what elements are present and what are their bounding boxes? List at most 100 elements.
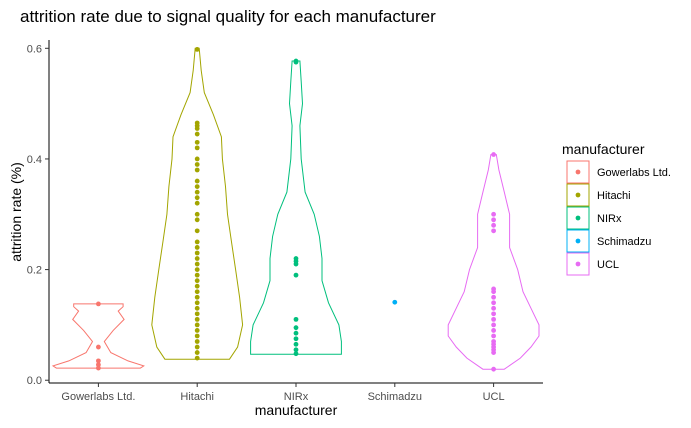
data-point (194, 316, 200, 322)
data-point (194, 300, 200, 306)
data-point (491, 328, 496, 333)
data-point (194, 162, 200, 167)
data-point (194, 350, 200, 355)
data-point (194, 278, 200, 284)
data-point (491, 316, 496, 322)
legend-key (566, 206, 590, 230)
data-point (491, 289, 496, 295)
violin-gowerlabs-ltd- (51, 303, 145, 369)
data-point (293, 261, 299, 267)
data-point (293, 341, 299, 347)
data-point (194, 344, 200, 350)
y-tick-label: 0.6 (27, 43, 42, 55)
data-point (194, 256, 200, 261)
data-point (194, 131, 200, 137)
data-point (194, 305, 200, 311)
data-point (491, 222, 496, 228)
data-point (194, 250, 200, 256)
data-point (491, 300, 496, 306)
data-point (194, 195, 200, 201)
legend-key-point (575, 215, 581, 221)
legend-label: NIRx (597, 213, 622, 225)
data-point (491, 366, 496, 372)
data-point (194, 145, 200, 151)
violin-ucl (447, 154, 540, 370)
data-point (194, 245, 200, 250)
chart-title: attrition rate due to signal quality for… (20, 7, 436, 26)
legend-key-point (575, 169, 581, 175)
data-point (293, 347, 299, 353)
data-point (194, 283, 200, 289)
data-point (194, 355, 200, 361)
x-tick-label: Gowerlabs Ltd. (61, 391, 135, 403)
data-point (194, 167, 200, 173)
data-point (293, 330, 299, 336)
data-point (491, 333, 496, 339)
data-point (194, 272, 200, 278)
data-point (194, 156, 200, 162)
legend-key (566, 229, 590, 253)
data-point (491, 311, 496, 317)
data-point (96, 362, 101, 368)
data-point (194, 333, 200, 339)
legend-label: UCL (597, 259, 619, 271)
data-point (194, 322, 200, 328)
data-point (491, 294, 496, 300)
data-point (293, 272, 299, 278)
legend-key (566, 160, 590, 184)
x-axis-ticks: Gowerlabs Ltd. Hitachi NIRx Schimadzu UCL (61, 383, 505, 403)
data-point (293, 316, 299, 322)
legend-key-point (575, 238, 581, 244)
data-point (491, 322, 496, 328)
data-point (194, 267, 200, 272)
data-point (392, 299, 398, 305)
legend-key-point (575, 261, 581, 267)
data-point (194, 200, 200, 206)
data-point (293, 325, 299, 331)
data-point (96, 365, 101, 371)
data-point (96, 301, 101, 307)
data-point (194, 217, 200, 223)
legend-key (566, 183, 590, 207)
data-point (194, 228, 200, 234)
x-tick-label: UCL (483, 391, 505, 403)
data-point (96, 358, 101, 364)
data-point (293, 59, 299, 65)
data-point (491, 228, 496, 234)
data-point (96, 344, 101, 350)
data-point (194, 189, 200, 195)
legend-label: Hitachi (597, 190, 631, 202)
data-point (194, 339, 200, 344)
legend-key (566, 252, 590, 276)
data-point (194, 47, 200, 52)
y-axis-title: attrition rate (%) (8, 162, 24, 262)
y-tick-label: 0.0 (27, 375, 42, 387)
y-axis-ticks: 0.0 0.2 0.4 0.6 (27, 43, 49, 387)
data-point (194, 211, 200, 217)
data-point (491, 350, 496, 355)
data-point (293, 351, 299, 357)
legend-label: Gowerlabs Ltd. (597, 167, 671, 179)
data-point (194, 239, 200, 245)
x-tick-label: Hitachi (180, 391, 214, 403)
data-point (491, 305, 496, 311)
data-point (194, 178, 200, 184)
x-tick-label: NIRx (284, 391, 309, 403)
data-point (194, 328, 200, 333)
data-point (194, 311, 200, 317)
data-point (194, 294, 200, 300)
data-point (194, 261, 200, 267)
legend-key-point (575, 192, 581, 198)
x-axis-title: manufacturer (255, 402, 338, 418)
data-point (194, 126, 200, 131)
violins-layer (51, 47, 540, 370)
legend: manufacturer Gowerlabs Ltd. Hitachi NIRx Sc… (562, 141, 671, 276)
y-tick-label: 0.4 (27, 154, 42, 166)
data-point (491, 211, 496, 217)
data-point (491, 217, 496, 223)
data-point (194, 289, 200, 295)
data-point (491, 152, 496, 157)
y-tick-label: 0.2 (27, 265, 42, 277)
legend-title: manufacturer (562, 141, 645, 157)
